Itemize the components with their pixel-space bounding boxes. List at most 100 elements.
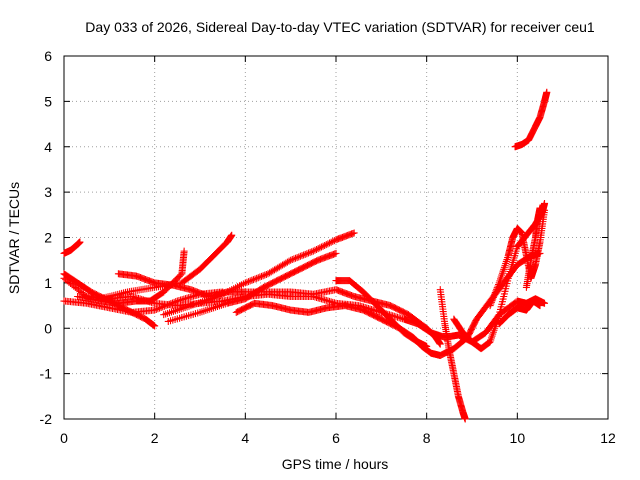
data-point-marker [461, 415, 469, 423]
data-point-marker [254, 274, 262, 282]
data-point-marker [249, 276, 257, 284]
data-point-marker [304, 249, 312, 257]
data-point-marker [228, 231, 236, 239]
data-point-marker [246, 277, 254, 285]
data-point-marker [308, 248, 316, 256]
data-point-marker [256, 273, 264, 281]
y-tick-label: -2 [40, 411, 53, 427]
y-tick-label: 3 [44, 184, 52, 200]
data-point-marker [493, 285, 501, 293]
y-axis-label: SDTVAR / TECUs [6, 182, 22, 294]
data-point-marker [489, 295, 497, 303]
data-point-marker [541, 299, 549, 307]
x-tick-label: 10 [510, 430, 526, 446]
data-point-marker [327, 238, 335, 246]
series-arc-11 [332, 277, 431, 350]
data-point-marker [491, 290, 499, 298]
data-point-marker [287, 256, 295, 264]
data-point-marker [321, 241, 329, 249]
data-point-marker [324, 240, 332, 248]
data-point-marker [314, 245, 322, 253]
data-point-marker [288, 256, 296, 264]
y-tick-label: 6 [44, 48, 52, 64]
data-series [60, 88, 551, 423]
x-axis-label: GPS time / hours [282, 456, 389, 472]
data-point-marker [306, 248, 314, 256]
data-point-marker [491, 289, 499, 297]
data-point-marker [311, 246, 319, 254]
y-tick-label: -1 [40, 366, 53, 382]
data-point-marker [292, 254, 300, 262]
data-point-marker [536, 204, 544, 212]
data-point-marker [436, 340, 444, 348]
data-point-marker [301, 250, 309, 258]
data-point-marker [423, 342, 431, 350]
data-point-marker [543, 88, 551, 96]
data-point-marker [177, 271, 185, 279]
data-point-marker [329, 237, 337, 245]
data-point-marker [487, 300, 495, 308]
x-tick-label: 2 [151, 430, 159, 446]
data-point-marker [488, 297, 496, 305]
data-point-marker [293, 254, 301, 262]
data-point-marker [243, 278, 251, 286]
data-point-marker [486, 302, 494, 310]
series-arc-16 [522, 204, 544, 291]
series-arc-17 [511, 88, 551, 151]
x-tick-label: 0 [60, 430, 68, 446]
data-point-marker [241, 279, 249, 287]
data-point-marker [180, 247, 188, 255]
series-arc-9 [164, 249, 340, 325]
data-point-marker [151, 322, 159, 330]
x-tick-label: 6 [332, 430, 340, 446]
x-tick-label: 12 [600, 430, 616, 446]
y-tick-label: 5 [44, 93, 52, 109]
data-point-marker [541, 199, 549, 207]
data-point-marker [487, 298, 495, 306]
data-point-marker [295, 253, 303, 261]
data-point-marker [248, 276, 256, 284]
data-point-marker [316, 244, 324, 252]
data-point-marker [319, 242, 327, 250]
data-point-marker [261, 271, 269, 279]
data-point-marker [152, 305, 160, 313]
data-point-marker [330, 237, 338, 245]
data-point-marker [313, 245, 321, 253]
series-arc-12 [436, 286, 469, 423]
series-arc-1 [60, 238, 84, 257]
y-tick-label: 1 [44, 275, 52, 291]
data-point-marker [296, 252, 304, 260]
data-point-marker [259, 272, 267, 280]
x-tick-label: 8 [423, 430, 431, 446]
series-arc-8 [160, 229, 358, 319]
data-point-marker [76, 238, 84, 246]
chart-title: Day 033 of 2026, Sidereal Day-to-day VTE… [85, 19, 595, 35]
data-point-marker [490, 292, 498, 300]
data-point-marker [495, 280, 503, 288]
data-point-marker [251, 275, 259, 283]
series-arc-7 [96, 231, 236, 303]
data-point-marker [494, 282, 502, 290]
y-tick-label: 4 [44, 139, 52, 155]
data-point-marker [536, 302, 544, 310]
data-point-marker [309, 247, 317, 255]
series-arc-15 [495, 297, 544, 328]
data-point-marker [322, 241, 330, 249]
data-point-marker [258, 272, 266, 280]
series-arc-14 [486, 206, 549, 310]
x-tick-label: 4 [241, 430, 249, 446]
y-tick-label: 2 [44, 230, 52, 246]
data-point-marker [151, 306, 159, 314]
data-point-marker [493, 284, 501, 292]
data-point-marker [245, 278, 253, 286]
data-point-marker [298, 252, 306, 260]
data-point-marker [253, 274, 261, 282]
data-point-marker [489, 293, 497, 301]
data-point-marker [290, 255, 298, 263]
data-point-marker [300, 251, 308, 259]
data-point-marker [303, 250, 311, 258]
data-point-marker [285, 257, 293, 265]
data-point-marker [262, 270, 270, 278]
